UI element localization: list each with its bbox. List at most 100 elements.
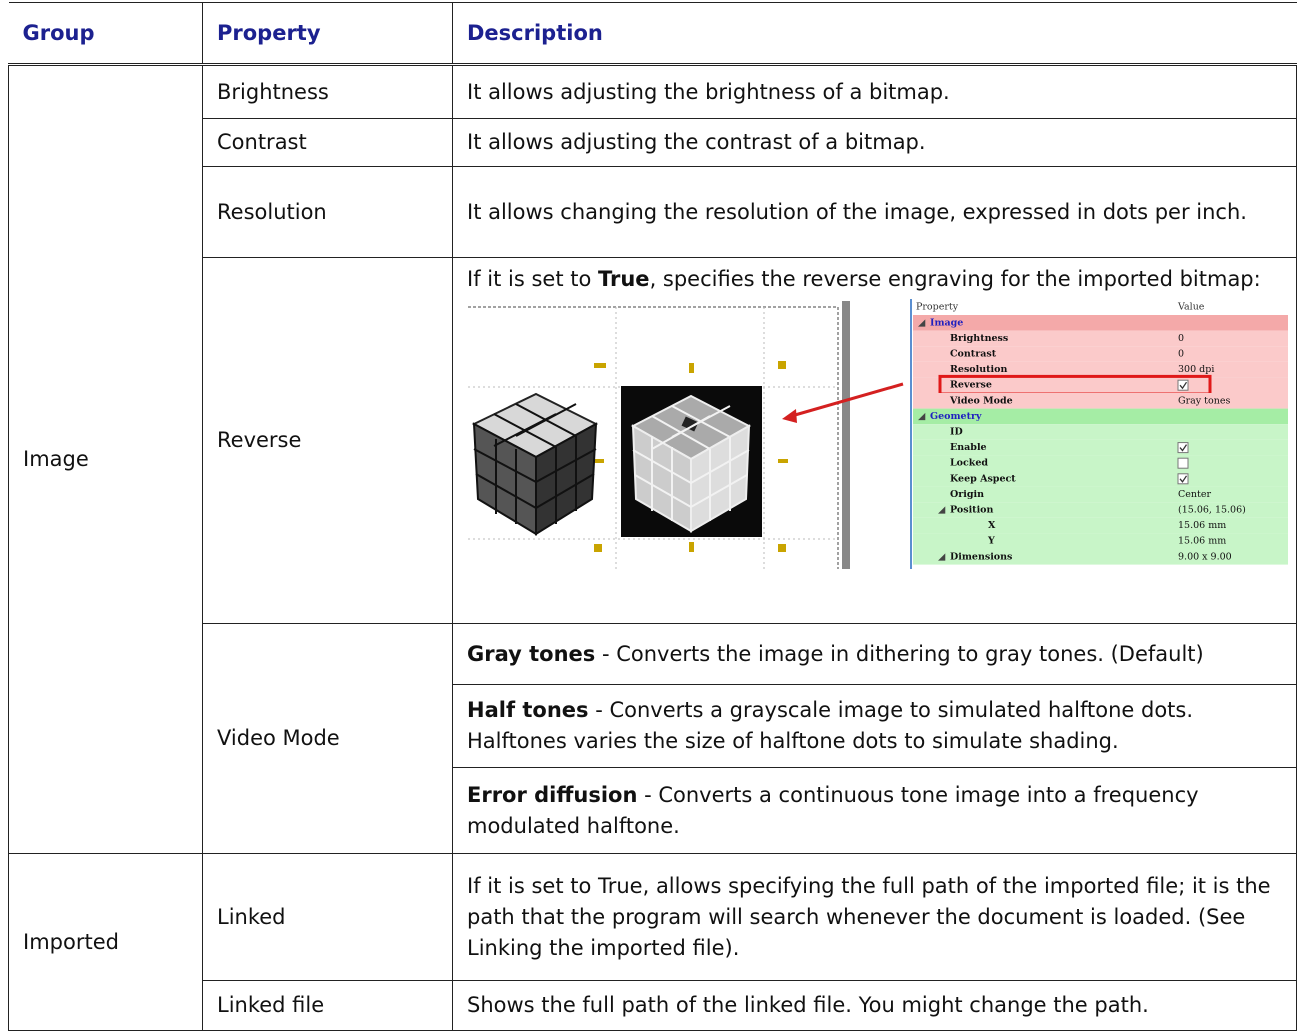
description-cell: It allows adjusting the brightness of a … <box>452 64 1297 119</box>
description-cell: If it is set to True, allows specifying … <box>452 853 1297 981</box>
row: Imported Linked If it is set to True, al… <box>8 853 1297 1031</box>
row: Contrast It allows adjusting the contras… <box>9 118 1297 167</box>
checkmark <box>1179 381 1188 390</box>
panel-property: Locked <box>950 458 988 469</box>
panel-property: Keep Aspect <box>950 473 1016 484</box>
panel-header: Value <box>1177 302 1205 313</box>
checkbox <box>1177 379 1189 391</box>
page-border <box>468 306 839 569</box>
expander: ◢ <box>918 317 926 328</box>
description-cell: It allows adjusting the contrast of a bi… <box>452 118 1297 167</box>
arrow <box>787 382 904 419</box>
property-panel: Property Value ◢ Image Brightness 0 Contrast 0 R… <box>910 299 1288 569</box>
panel-row <box>913 393 1288 409</box>
text: - Converts a continuous tone image into … <box>467 782 1199 838</box>
property-cell: Video Mode <box>202 623 453 854</box>
checkbox <box>1177 473 1189 485</box>
panel-value: 0 <box>1178 333 1184 344</box>
panel-property: ID <box>950 427 963 438</box>
description-cell: Shows the full path of the linked file. … <box>452 980 1297 1031</box>
arrow-head <box>782 409 797 423</box>
row: Half tones - Converts a grayscale image … <box>9 684 1297 768</box>
row: Linked file Shows the full path of the l… <box>9 980 1297 1031</box>
expander: ◢ <box>938 505 946 516</box>
property-cell: Brightness <box>202 64 453 119</box>
panel-value: 300 dpi <box>1178 364 1214 375</box>
panel-row <box>913 455 1288 471</box>
panel-property: Reverse <box>950 380 992 391</box>
row: Reverse If it is set to True, specifies … <box>9 257 1297 624</box>
property-table: Group Property Description Image Brightn… <box>8 2 1297 1031</box>
handles <box>594 361 788 552</box>
panel-value: Gray tones <box>1178 395 1230 406</box>
text: - Converts a grayscale image to simulate… <box>467 698 1194 753</box>
panel-row <box>913 502 1288 518</box>
text: If it is set to <box>467 267 598 291</box>
description-cell: Error diffusion - Converts a continuous … <box>452 767 1297 854</box>
panel-property: Brightness <box>950 333 1008 344</box>
panel-row <box>913 408 1288 425</box>
header-cell: Description <box>452 2 1297 66</box>
row: Resolution It allows changing the resolu… <box>9 166 1297 258</box>
header-row: Group Property Description <box>8 2 1297 66</box>
panel-value: 15.06 mm <box>1178 520 1226 531</box>
cube-reversed <box>630 394 752 533</box>
panel-row <box>913 533 1288 549</box>
panel-property: Geometry <box>930 411 982 422</box>
panel-row <box>913 361 1288 378</box>
checkmark <box>1179 475 1188 483</box>
panel-property: Position <box>950 505 994 516</box>
panel-value: 9.00 x 9.00 <box>1178 551 1232 562</box>
row: Image Brightness It allows adjusting the… <box>8 64 1297 854</box>
property-cell: Linked file <box>202 980 453 1031</box>
panel-row <box>913 471 1288 487</box>
checkbox <box>1177 457 1189 469</box>
panel-row <box>913 549 1288 565</box>
bold-text: True <box>597 267 650 291</box>
panel-property: Image <box>930 317 963 328</box>
checkbox <box>1177 442 1189 454</box>
panel-property: Resolution <box>950 364 1007 375</box>
description-cell: If it is set to True, specifies the reve… <box>452 257 1297 624</box>
text: , specifies the reverse engraving for th… <box>649 267 1261 291</box>
panel-property: X <box>988 520 996 531</box>
group-cell: Image <box>8 64 203 854</box>
property-cell: Reverse <box>202 257 453 624</box>
header-cell: Group <box>8 2 203 66</box>
panel-row <box>913 377 1288 393</box>
panel-value: 15.06 mm <box>1178 536 1226 547</box>
description-cell: It allows changing the resolution of the… <box>452 166 1297 258</box>
scrollbar <box>842 301 850 569</box>
bold-text: Half tones <box>467 698 589 722</box>
expander: ◢ <box>938 551 946 562</box>
expander: ◢ <box>918 411 926 422</box>
panel-row <box>913 486 1288 503</box>
screenshot-figure: Property Value ◢ Image Brightness 0 Contrast 0 R… <box>466 299 1288 569</box>
panel-property: Video Mode <box>949 395 1013 406</box>
property-cell: Contrast <box>202 118 453 167</box>
panel-row <box>913 330 1288 347</box>
description-cell: Gray tones - Converts the image in dithe… <box>452 623 1297 685</box>
group-cell: Imported <box>8 853 203 1031</box>
panel-property: Origin <box>950 489 984 500</box>
panel-property: Contrast <box>950 349 997 360</box>
property-cell: Resolution <box>202 166 453 258</box>
panel-header: Property <box>916 302 959 313</box>
bold-text: Gray tones <box>467 641 596 666</box>
panel-property: Y <box>987 536 995 547</box>
header-cell: Property <box>202 2 453 66</box>
panel-value: 0 <box>1178 349 1184 360</box>
property-cell: Linked <box>202 853 453 981</box>
panel-row <box>913 517 1288 534</box>
panel-value: (15.06, 15.06) <box>1178 505 1246 516</box>
panel-row <box>913 315 1288 331</box>
panel-value: Center <box>1178 489 1211 500</box>
row: Error diffusion - Converts a continuous … <box>9 767 1297 854</box>
description-cell: Half tones - Converts a grayscale image … <box>452 684 1297 768</box>
panel-row <box>913 424 1288 440</box>
panel-row <box>913 346 1288 362</box>
panel-property: Dimensions <box>950 551 1012 562</box>
checkmark <box>1179 444 1188 452</box>
cube-original <box>471 392 599 536</box>
